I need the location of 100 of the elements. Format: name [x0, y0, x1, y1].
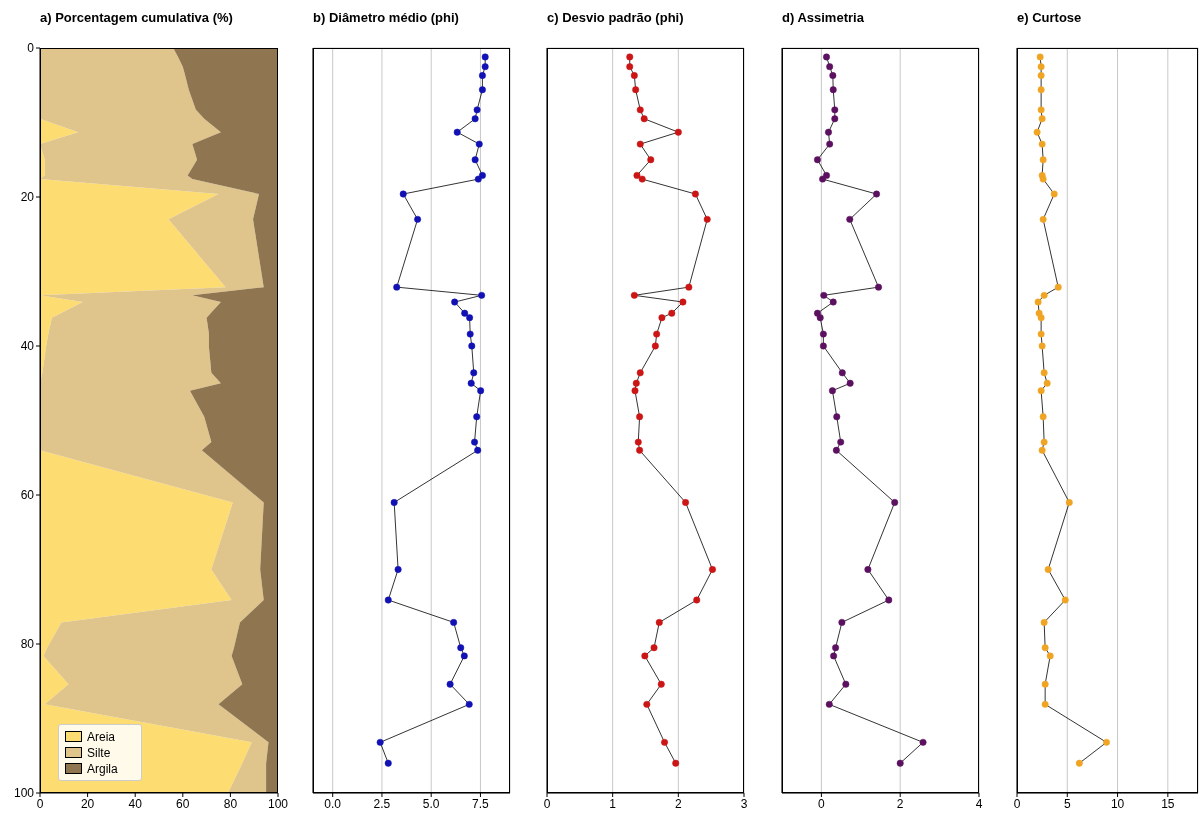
point	[816, 314, 824, 322]
point	[643, 700, 651, 708]
point	[1039, 156, 1047, 164]
point	[829, 298, 837, 306]
x-tick-label: 0.0	[324, 796, 342, 811]
point	[1037, 314, 1045, 322]
point	[846, 215, 854, 223]
point	[653, 330, 661, 338]
point	[1036, 53, 1044, 61]
point	[478, 72, 486, 80]
point	[1041, 680, 1049, 688]
point	[1040, 438, 1048, 446]
point	[842, 680, 850, 688]
point	[481, 53, 489, 61]
point	[668, 309, 676, 317]
point	[674, 128, 682, 136]
chart-title: d) Assimetria	[782, 10, 864, 25]
point	[471, 156, 479, 164]
point	[682, 499, 690, 506]
point	[450, 618, 458, 626]
point	[650, 644, 658, 652]
point	[651, 342, 659, 350]
point	[630, 72, 638, 80]
point	[864, 566, 872, 573]
x-tick-label: 40	[128, 796, 143, 811]
point	[1039, 215, 1047, 223]
point	[384, 596, 392, 604]
point	[461, 309, 469, 317]
legend-label: Argila	[87, 761, 119, 776]
point	[1054, 283, 1062, 291]
chart-title: c) Desvio padrão (phi)	[547, 10, 684, 25]
point	[657, 680, 665, 688]
point	[393, 283, 401, 291]
point	[632, 379, 640, 387]
point	[823, 53, 830, 61]
point	[826, 63, 834, 71]
point	[831, 106, 839, 114]
x-tick-label: 2	[674, 796, 682, 811]
legend-label: Areia	[87, 729, 116, 744]
point	[691, 190, 699, 198]
point	[846, 379, 854, 387]
point	[626, 53, 634, 61]
point	[873, 190, 881, 198]
y-tick-label: 100	[13, 786, 35, 801]
x-tick-label: 0	[1013, 796, 1021, 811]
point	[828, 387, 836, 395]
point	[833, 413, 841, 421]
point	[819, 175, 827, 183]
x-tick-label: 60	[176, 796, 190, 811]
point	[466, 314, 474, 322]
point	[460, 652, 468, 660]
point	[477, 387, 485, 395]
point	[1044, 566, 1052, 573]
point	[451, 298, 459, 306]
x-tick-label: 15	[1161, 796, 1175, 811]
point	[829, 72, 837, 80]
x-tick-label: 0	[543, 796, 551, 811]
point	[394, 566, 402, 573]
point	[626, 63, 634, 71]
point	[679, 298, 687, 306]
x-tick-label: 100	[267, 796, 289, 811]
point	[478, 86, 486, 94]
point	[875, 283, 882, 291]
x-tick-label: 80	[223, 796, 238, 811]
point	[473, 413, 481, 421]
x-tick-label: 7.5	[472, 796, 490, 811]
point	[453, 128, 461, 136]
point	[672, 759, 680, 767]
point	[640, 115, 648, 123]
point	[826, 140, 834, 148]
point	[1043, 379, 1051, 387]
point	[1075, 759, 1083, 767]
x-tick-label: 10	[1110, 796, 1125, 811]
x-tick-label: 3	[740, 796, 748, 811]
point	[1037, 63, 1045, 71]
y-tick-label: 40	[20, 339, 35, 354]
point	[838, 618, 846, 626]
point	[1038, 446, 1046, 454]
point	[473, 106, 481, 114]
point	[641, 652, 649, 660]
x-tick-label: 4	[975, 796, 983, 811]
point	[1038, 342, 1046, 350]
point	[693, 596, 701, 604]
point	[636, 140, 644, 148]
point	[830, 652, 838, 660]
point	[1038, 115, 1046, 123]
point	[632, 86, 640, 94]
point	[457, 644, 465, 652]
point	[1033, 128, 1041, 136]
point	[1061, 596, 1069, 604]
point	[468, 342, 476, 350]
point	[466, 330, 474, 338]
point	[1040, 369, 1048, 377]
point	[838, 369, 846, 377]
point	[832, 446, 840, 454]
point	[384, 759, 392, 767]
x-tick-label: 0	[818, 796, 826, 811]
point	[633, 171, 641, 179]
x-tick-label: 5.0	[422, 796, 440, 811]
point	[636, 446, 644, 454]
